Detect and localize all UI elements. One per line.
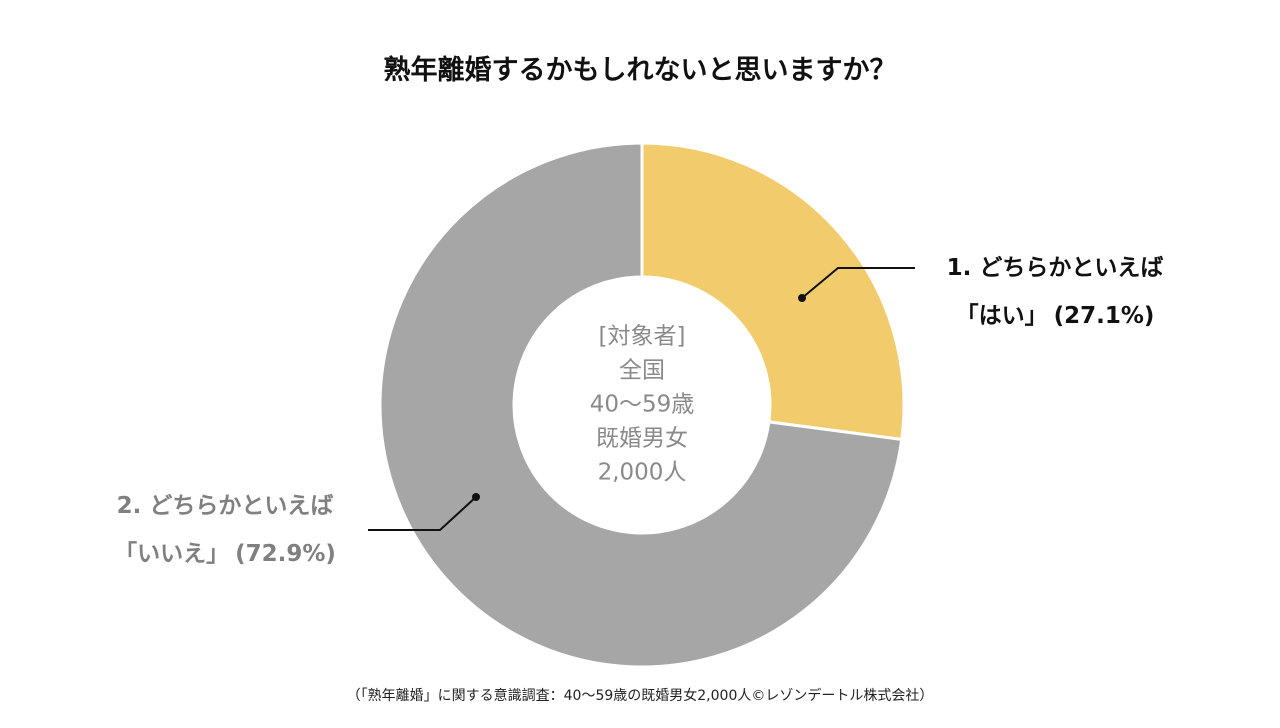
leader-line — [801, 267, 915, 299]
slice-label: 2. どちらかといえば 「いいえ」 (72.9%) — [70, 482, 380, 578]
category-label: 2. どちらかといえば 「いいえ」 — [114, 493, 334, 567]
leader-dot — [798, 294, 806, 302]
donut-slice — [640, 141, 906, 442]
center-text: 既婚男女 — [596, 426, 688, 452]
leader-line — [368, 496, 477, 531]
leader-dot — [472, 493, 480, 501]
center-text: 全国 — [619, 358, 665, 384]
center-text: 2,000人 — [598, 460, 687, 486]
value-label: (72.9%) — [235, 541, 336, 567]
slice-label: 1. どちらかといえば 「はい」 (27.1%) — [905, 244, 1205, 340]
chart-title: 熟年離婚するかもしれないと思いますか？ — [383, 55, 897, 86]
value-label: (27.1%) — [1053, 303, 1155, 329]
center-text: [対象者] — [599, 324, 686, 350]
source-note: （「熟年離婚」に関する意識調査：40〜59歳の既婚男女2,000人©レゾンデート… — [346, 688, 934, 704]
donut-slice — [378, 141, 904, 669]
center-text: 40〜59歳 — [590, 392, 695, 418]
category-label: 1. どちらかといえば 「はい」 — [946, 255, 1164, 329]
